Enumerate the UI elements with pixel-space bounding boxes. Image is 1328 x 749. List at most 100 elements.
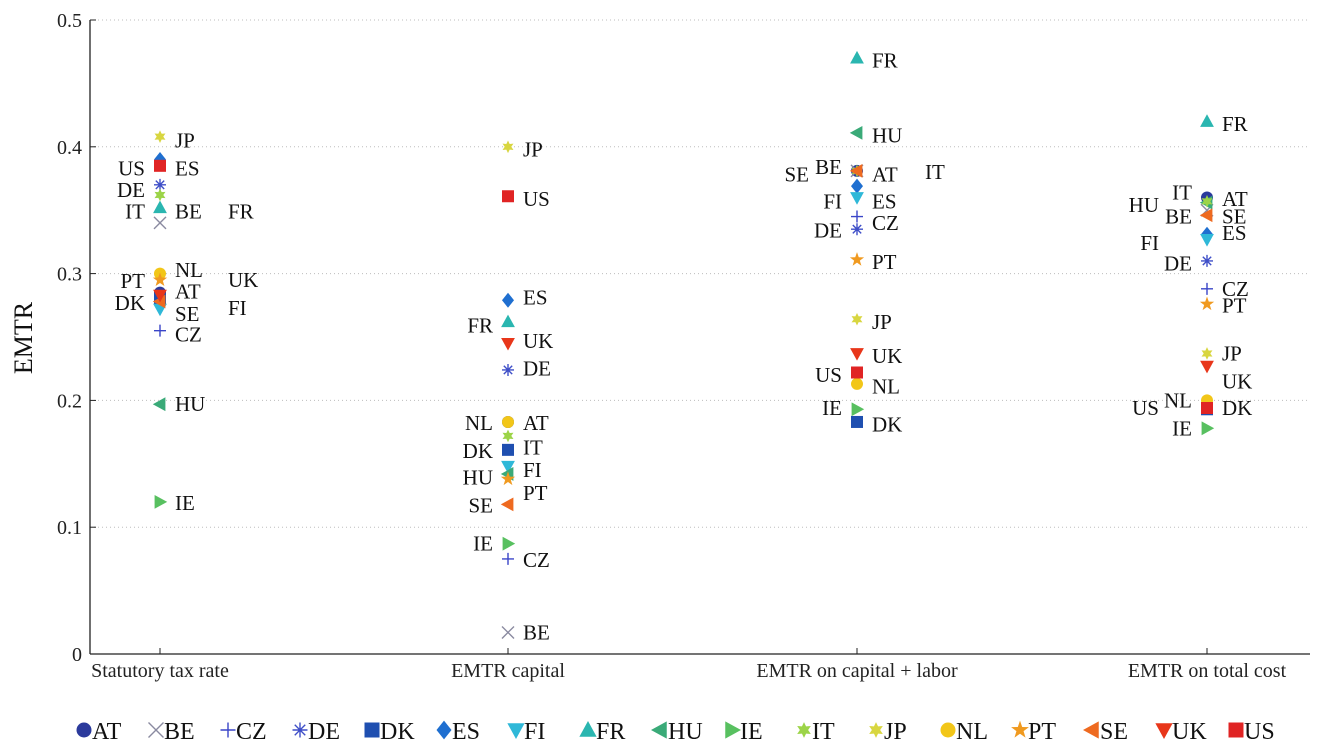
legend-marker [292,722,308,738]
point-label: ES [523,286,548,310]
legend-item-dk: DK [364,719,415,745]
point-fr [850,50,864,64]
legend-marker [1155,723,1173,739]
point-label: HU [1129,193,1159,217]
point-it [502,429,514,443]
point-es [851,178,863,194]
legend-label: IT [812,719,835,745]
legend-marker [940,722,956,738]
legend-label: DE [308,719,340,745]
point-label: PT [523,481,548,505]
point-label: ES [872,189,897,213]
legend-item-fr: FR [579,719,625,745]
point-label: UK [872,344,902,368]
x-tick-label: Statutory tax rate [91,660,229,682]
point-label: CZ [1222,277,1249,301]
point-de [502,363,514,376]
legend-label: HU [668,719,703,745]
legend-marker [1011,720,1029,738]
point-label: AT [175,279,201,303]
point-label: UK [523,329,553,353]
point-label: HU [463,466,493,490]
legend-label: CZ [236,719,267,745]
point-label: US [523,187,550,211]
legend-marker [725,721,741,739]
point-label: DE [117,178,145,202]
y-tick-label: 0.2 [57,390,82,412]
point-pt [500,471,516,486]
point-ie [851,402,865,417]
point-label: JP [872,310,892,334]
legend-marker [1083,721,1099,739]
point-label: AT [523,411,549,435]
legend-item-ie: IE [725,719,763,745]
point-label: IT [1172,180,1192,204]
point-label: FR [228,199,254,223]
point-label: FR [467,314,493,338]
point-be [501,625,515,639]
y-tick-label: 0.5 [57,10,82,32]
point-label: NL [465,411,493,435]
point-es [502,292,514,308]
point-jp [154,130,166,143]
point-fi [850,192,864,205]
point-label: US [815,363,842,387]
point-label: PT [872,250,897,274]
point-label: CZ [872,211,899,235]
x-tick-label: EMTR on capital + labor [756,660,958,682]
x-tick-label: EMTR on total cost [1128,660,1287,682]
point-label: US [1132,396,1159,420]
legend-label: ES [452,719,480,745]
legend-item-pt: PT [1011,719,1056,745]
point-cz [154,324,166,337]
point-jp [851,312,863,326]
point-label: IE [1172,416,1192,440]
legend-item-it: IT [797,719,835,745]
point-label: FR [1222,112,1248,136]
legend-marker [507,723,525,739]
point-hu [849,125,863,140]
point-label: AT [1222,187,1248,211]
y-axis-title-group: EMTR [9,301,38,374]
point-label: SE [468,494,493,518]
point-label: SE [1222,205,1247,229]
point-label: UK [228,268,258,292]
point-fi [501,460,515,474]
data-points [152,50,1215,639]
x-tick-labels: Statutory tax rate EMTR capital EMTR on ca… [91,660,1286,682]
point-label: IE [822,396,842,420]
point-label: FI [228,296,247,320]
legend-item-de: DE [292,719,340,745]
point-jp [1201,347,1213,360]
legend-item-us: US [1228,719,1275,745]
point-label: PT [120,269,145,293]
point-label: NL [872,374,900,398]
point-label: SE [784,163,809,187]
point-labels: JP US ES DE IT BE FR NL UK PT AT DK SE FI CZ HU IE JP US ES… [115,49,1253,645]
point-label: SE [175,302,200,326]
point-label: UK [1222,369,1252,393]
legend-item-se: SE [1083,719,1128,745]
point-label: BE [175,199,202,223]
point-pt [152,272,168,287]
point-label: JP [175,128,195,152]
point-label: DK [1222,396,1252,420]
point-be [153,216,167,230]
point-us [502,190,514,203]
legend-marker [651,721,667,739]
point-dk [851,415,863,428]
point-de [154,178,166,191]
point-label: DE [523,357,551,381]
legend-item-cz: CZ [220,719,267,745]
point-us [154,159,166,172]
x-tick-label: EMTR capital [451,660,565,682]
point-it [154,188,166,202]
point-label: US [118,156,145,180]
legend-item-at: AT [76,719,122,745]
point-dk [502,443,514,456]
legend-label: US [1244,719,1275,745]
legend-marker [436,720,452,740]
point-label: JP [523,137,543,161]
point-fi [1200,233,1214,247]
point-label: HU [175,392,205,416]
